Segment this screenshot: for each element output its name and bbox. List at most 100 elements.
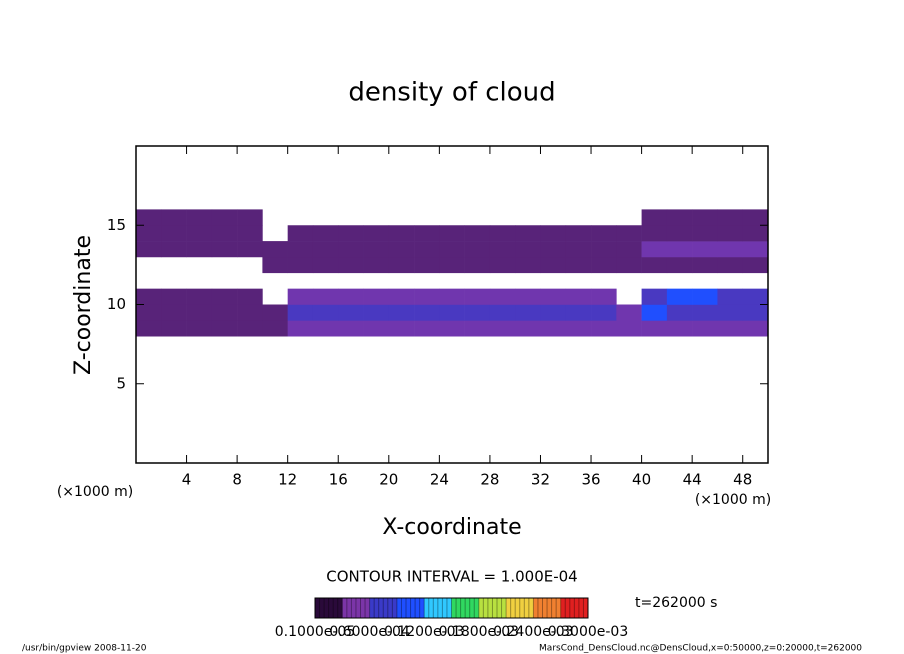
cell: [287, 320, 314, 337]
cell: [414, 256, 440, 274]
cell: [388, 288, 415, 305]
cell: [591, 320, 617, 337]
cell: [540, 320, 567, 337]
cell: [565, 256, 592, 274]
x-tick-label: 32: [531, 471, 550, 489]
cell: [717, 256, 744, 274]
cell: [540, 241, 567, 258]
colorbar-swatch: [560, 598, 589, 618]
cell: [237, 304, 263, 321]
cell: [414, 304, 440, 321]
cell: [287, 256, 314, 274]
cell: [312, 241, 339, 258]
cell: [312, 320, 339, 337]
x-tick-label: 36: [581, 471, 600, 489]
cell: [540, 225, 567, 242]
cell: [338, 225, 364, 242]
cell: [363, 304, 390, 321]
cell: [641, 225, 668, 242]
cell: [489, 256, 516, 274]
y-tick-label: 15: [107, 216, 126, 234]
cell: [262, 241, 288, 258]
cell: [338, 256, 364, 274]
cell: [464, 320, 491, 337]
cell: [287, 288, 314, 305]
cell: [489, 225, 516, 242]
cell: [565, 288, 592, 305]
cell: [565, 304, 592, 321]
cell: [641, 288, 668, 305]
cell: [211, 241, 238, 258]
cell: [666, 288, 693, 305]
cell: [616, 256, 642, 274]
cell: [388, 256, 415, 274]
colorbar-label: 0.3000e-03: [548, 624, 628, 640]
cell: [464, 304, 491, 321]
cell: [515, 225, 541, 242]
cell: [414, 241, 440, 258]
cell: [616, 320, 642, 337]
cell: [312, 225, 339, 242]
cell: [388, 225, 415, 242]
cell: [211, 225, 238, 242]
cell: [312, 288, 339, 305]
cell: [363, 256, 390, 274]
cell: [641, 256, 668, 274]
cell: [717, 225, 744, 242]
cell: [136, 304, 162, 321]
colorbar-swatch: [451, 598, 480, 618]
cell: [742, 288, 769, 305]
cell: [692, 256, 718, 274]
cell: [388, 320, 415, 337]
footer: MarsCond_DensCloud.nc@DensCloud,x=0:5000…: [539, 644, 862, 654]
cell: [439, 320, 465, 337]
x-axis-label: X-coordinate: [382, 515, 521, 540]
cell: [439, 241, 465, 258]
cell: [489, 288, 516, 305]
cell: [237, 288, 263, 305]
cell: [464, 288, 491, 305]
cell: [666, 304, 693, 321]
cell: [540, 304, 567, 321]
cell: [439, 288, 465, 305]
cell: [540, 256, 567, 274]
time-label: t=262000 s: [635, 595, 717, 611]
cell: [287, 241, 314, 258]
cell: [186, 225, 213, 242]
colorbar-swatch: [424, 598, 452, 618]
cell: [515, 241, 541, 258]
cell: [161, 209, 187, 226]
cell: [591, 256, 617, 274]
cell: [464, 225, 491, 242]
x-unit: (×1000 m): [695, 492, 771, 508]
cell: [616, 241, 642, 258]
cell: [439, 225, 465, 242]
cell: [237, 320, 263, 337]
cell: [161, 225, 187, 242]
cell: [692, 320, 718, 337]
x-tick-label: 4: [182, 471, 192, 489]
footer: /usr/bin/gpview 2008-11-20: [22, 644, 147, 654]
cell: [414, 288, 440, 305]
cell: [515, 304, 541, 321]
cell: [136, 320, 162, 337]
cell: [616, 304, 642, 321]
cell: [312, 304, 339, 321]
colorbar-label: 0.1000e-05: [275, 624, 355, 640]
cell: [641, 209, 668, 226]
cell: [464, 256, 491, 274]
cell: [515, 320, 541, 337]
x-tick-label: 20: [379, 471, 398, 489]
cell: [717, 241, 744, 258]
cell: [363, 225, 390, 242]
cell: [565, 320, 592, 337]
chart-title: density of cloud: [348, 78, 555, 108]
colorbar-swatch: [533, 598, 561, 618]
x-tick-label: 24: [430, 471, 449, 489]
cell: [666, 256, 693, 274]
cell: [489, 320, 516, 337]
cell: [161, 288, 187, 305]
cell: [666, 241, 693, 258]
cell: [186, 241, 213, 258]
